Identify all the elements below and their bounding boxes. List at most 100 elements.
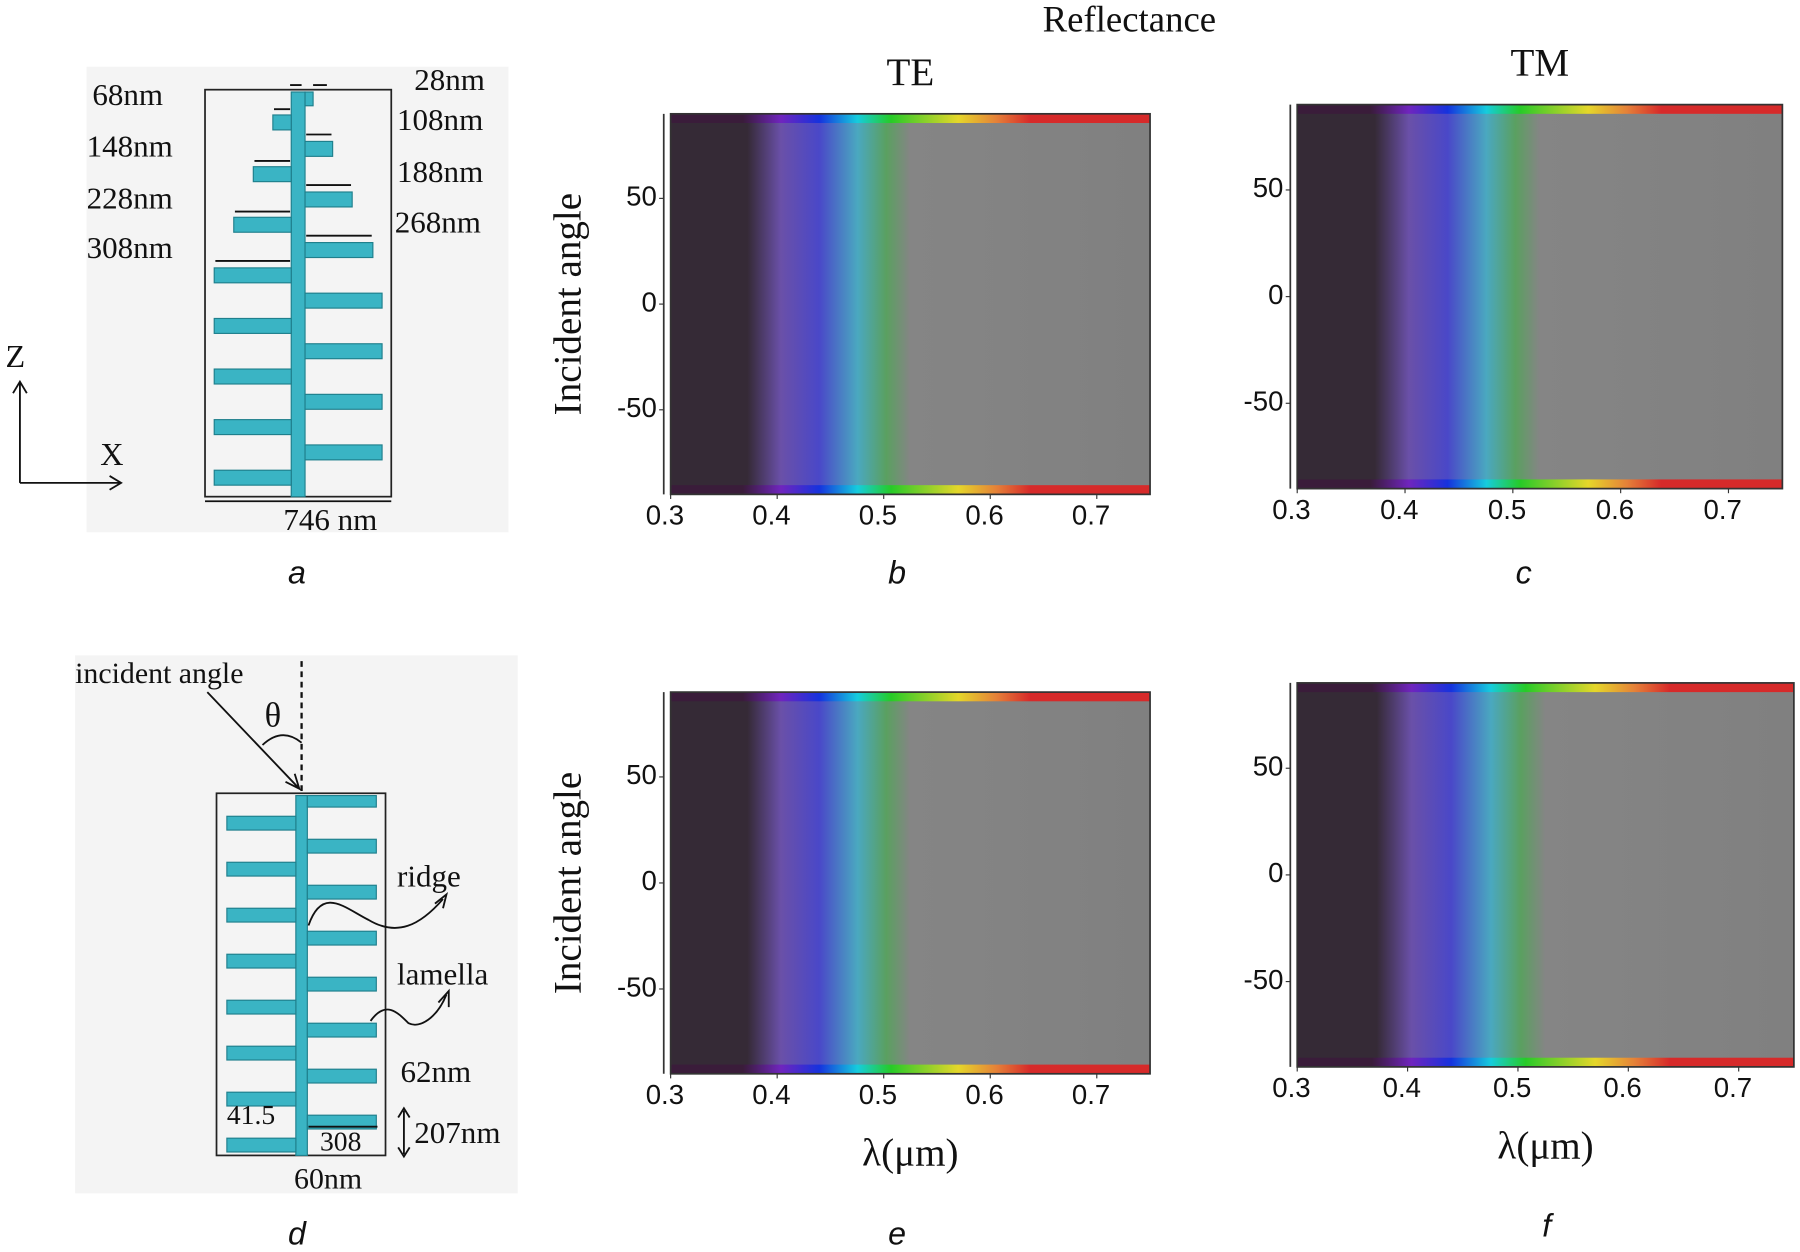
y-axis-label: Incident angle xyxy=(547,193,590,415)
y-tick-label: 50 xyxy=(626,181,657,212)
panel-label: d xyxy=(288,1215,307,1251)
y-tick-label: 0 xyxy=(641,865,656,896)
x-tick-label: 0.5 xyxy=(859,500,897,531)
dimension-label: 108nm xyxy=(397,102,483,137)
x-tick-label: 0.5 xyxy=(1493,1072,1531,1103)
lamella xyxy=(272,114,292,131)
lamella xyxy=(226,1091,297,1107)
lamella xyxy=(252,166,292,183)
width-label: 746 nm xyxy=(283,502,377,537)
y-tick-label: 50 xyxy=(1253,172,1284,203)
panel-label: c xyxy=(1516,554,1532,590)
x-tick-label: 0.4 xyxy=(1380,494,1418,525)
stem xyxy=(290,91,306,498)
lamella xyxy=(226,999,297,1015)
y-tick-label: -50 xyxy=(1244,964,1284,995)
lamella xyxy=(306,838,377,854)
heatmap-image xyxy=(670,692,1151,1074)
diagram-d: incident angle θ ridge lamella 62nm 207n… xyxy=(75,655,518,1196)
x-tick-label: 0.3 xyxy=(646,500,684,531)
x-tick-label: 0.3 xyxy=(1272,494,1310,525)
x-tick-label: 0.4 xyxy=(752,500,790,531)
lamella xyxy=(226,1045,297,1061)
lamella xyxy=(306,930,377,946)
y-tick-label: 50 xyxy=(626,759,657,790)
axes-arrows xyxy=(12,379,123,491)
lamella xyxy=(306,884,377,900)
spectral-band xyxy=(670,692,1151,702)
lamella xyxy=(306,1022,377,1038)
spectral-band xyxy=(1297,1057,1794,1067)
plot-frame xyxy=(1296,103,1784,490)
plot-frame xyxy=(1296,682,1795,1068)
spectral-band xyxy=(670,1064,1151,1074)
lamella xyxy=(213,368,292,385)
heatmap-image xyxy=(1297,682,1794,1067)
y-tick-label: -50 xyxy=(617,971,657,1002)
panel-title: TE xyxy=(886,51,934,94)
panel-label: a xyxy=(288,554,306,590)
y-tick-label: 0 xyxy=(1268,857,1283,888)
x-tick-label: 0.7 xyxy=(1704,494,1742,525)
lamella xyxy=(304,91,314,107)
y-tick-label: 0 xyxy=(641,286,656,317)
x-tick-label: 0.6 xyxy=(965,500,1003,531)
dimension-label: 188nm xyxy=(397,154,483,189)
panel-label: f xyxy=(1542,1207,1554,1243)
y-axis-label: Incident angle xyxy=(547,772,590,994)
heatmap-panel: -50 0 50 0.3 0.4 0.5 0.6 0.7 TE Incident angle xyxy=(547,51,1151,531)
panel-title: TM xyxy=(1510,42,1569,85)
theta-label: θ xyxy=(265,696,282,734)
lamella xyxy=(306,795,377,808)
x-tick-label: 0.6 xyxy=(1596,494,1634,525)
lamella xyxy=(304,393,383,410)
plot-frame xyxy=(669,691,1151,1075)
lamella xyxy=(213,419,292,436)
lamellae xyxy=(213,91,383,486)
lamella xyxy=(306,1068,377,1084)
heatmap-image xyxy=(670,113,1151,495)
incident-arrow xyxy=(206,691,303,791)
dimension-label: 268nm xyxy=(395,204,481,239)
dimension-label: 308 xyxy=(320,1125,361,1156)
dimension-label: 60nm xyxy=(294,1163,362,1196)
dimension-label: 28nm xyxy=(414,62,485,97)
panel-label: b xyxy=(888,554,906,590)
figure-title: Reflectance xyxy=(1043,0,1217,39)
y-tick-label: 0 xyxy=(1268,279,1283,310)
x-tick-label: 0.3 xyxy=(646,1079,684,1110)
lamella xyxy=(306,976,377,992)
dimension-arrows xyxy=(205,84,392,503)
heatmap-panel: -50 0 50 0.3 0.4 0.5 0.6 0.7 TM xyxy=(1244,42,1784,525)
lamella xyxy=(213,469,292,486)
ridge-label: ridge xyxy=(397,859,461,894)
annotation-lines xyxy=(307,892,450,1159)
x-tick-label: 0.4 xyxy=(1383,1072,1421,1103)
lamella xyxy=(226,907,297,923)
incident-label: incident angle xyxy=(75,657,243,690)
lamella xyxy=(226,861,297,877)
lamella xyxy=(233,216,292,233)
x-tick-label: 0.6 xyxy=(1603,1072,1641,1103)
diagram-a: 68nm 28nm 108nm 148nm 188nm 228nm 268nm … xyxy=(5,62,509,537)
axis-label: X xyxy=(100,436,123,472)
y-tick-label: -50 xyxy=(617,392,657,423)
lamella xyxy=(213,317,292,334)
dimension-label: 62nm xyxy=(400,1054,471,1089)
axis-label: Z xyxy=(5,338,25,374)
lamella xyxy=(226,953,297,969)
lamella xyxy=(213,267,292,284)
y-tick-label: -50 xyxy=(1244,386,1284,417)
spectral-band xyxy=(1297,104,1783,114)
x-tick-label: 0.5 xyxy=(1488,494,1526,525)
lamella xyxy=(304,292,383,309)
arrow xyxy=(205,84,392,503)
stem xyxy=(295,795,308,1157)
lamella xyxy=(226,1137,297,1153)
dimension-label: 308nm xyxy=(87,230,173,265)
spectral-band xyxy=(670,485,1151,495)
spectral-band xyxy=(1297,682,1794,693)
lamella xyxy=(304,140,334,157)
x-tick-label: 0.7 xyxy=(1072,500,1110,531)
lamella xyxy=(226,815,297,831)
